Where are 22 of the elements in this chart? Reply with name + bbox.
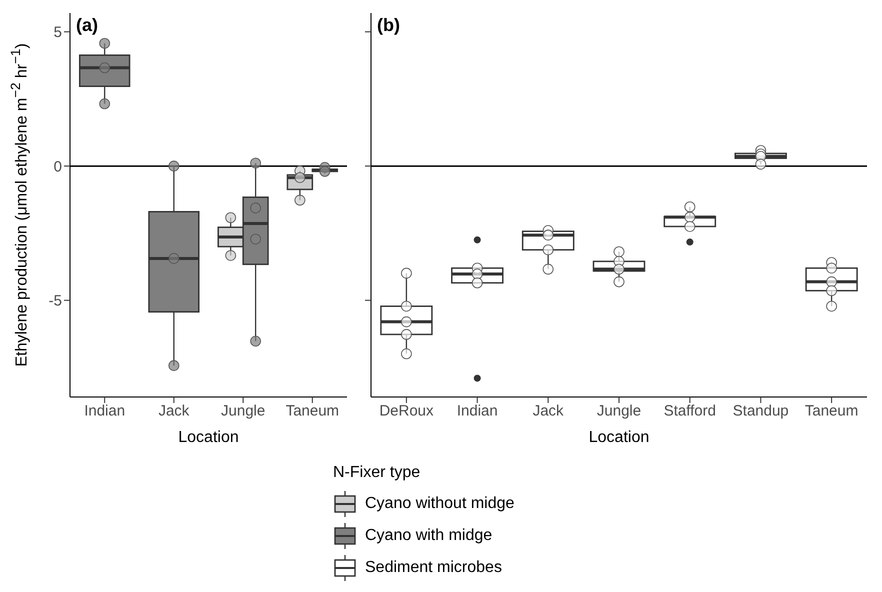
x-tick-label: Standup [732,402,789,420]
x-tick-label: Jack [532,402,564,420]
legend-label: Cyano without midge [365,495,514,513]
chart-title: (a) [76,15,98,36]
legend-title: N-Fixer type [333,464,422,482]
chart-title: (b) [377,15,400,36]
x-tick-label: Stafford [664,402,716,420]
legend-label: Sediment microbes [365,559,502,577]
x-tick-label: Jungle [596,402,642,420]
x-tick-label: DeRoux [379,402,434,420]
y-tick-label: 5 [54,24,62,42]
x-tick-label: Jungle [221,402,266,420]
x-tick-label: Indian [84,402,126,420]
y-tick-label: 0 [54,158,62,176]
x-axis-title: Location [588,429,650,446]
x-tick-label: Taneum [804,402,858,420]
legend-label: Cyano with midge [365,527,492,545]
x-tick-label: Indian [456,402,498,420]
x-tick-label: Jack [158,402,190,420]
y-tick-label: -5 [48,292,62,310]
x-axis-title: Location [178,429,239,446]
x-tick-label: Taneum [286,402,340,420]
